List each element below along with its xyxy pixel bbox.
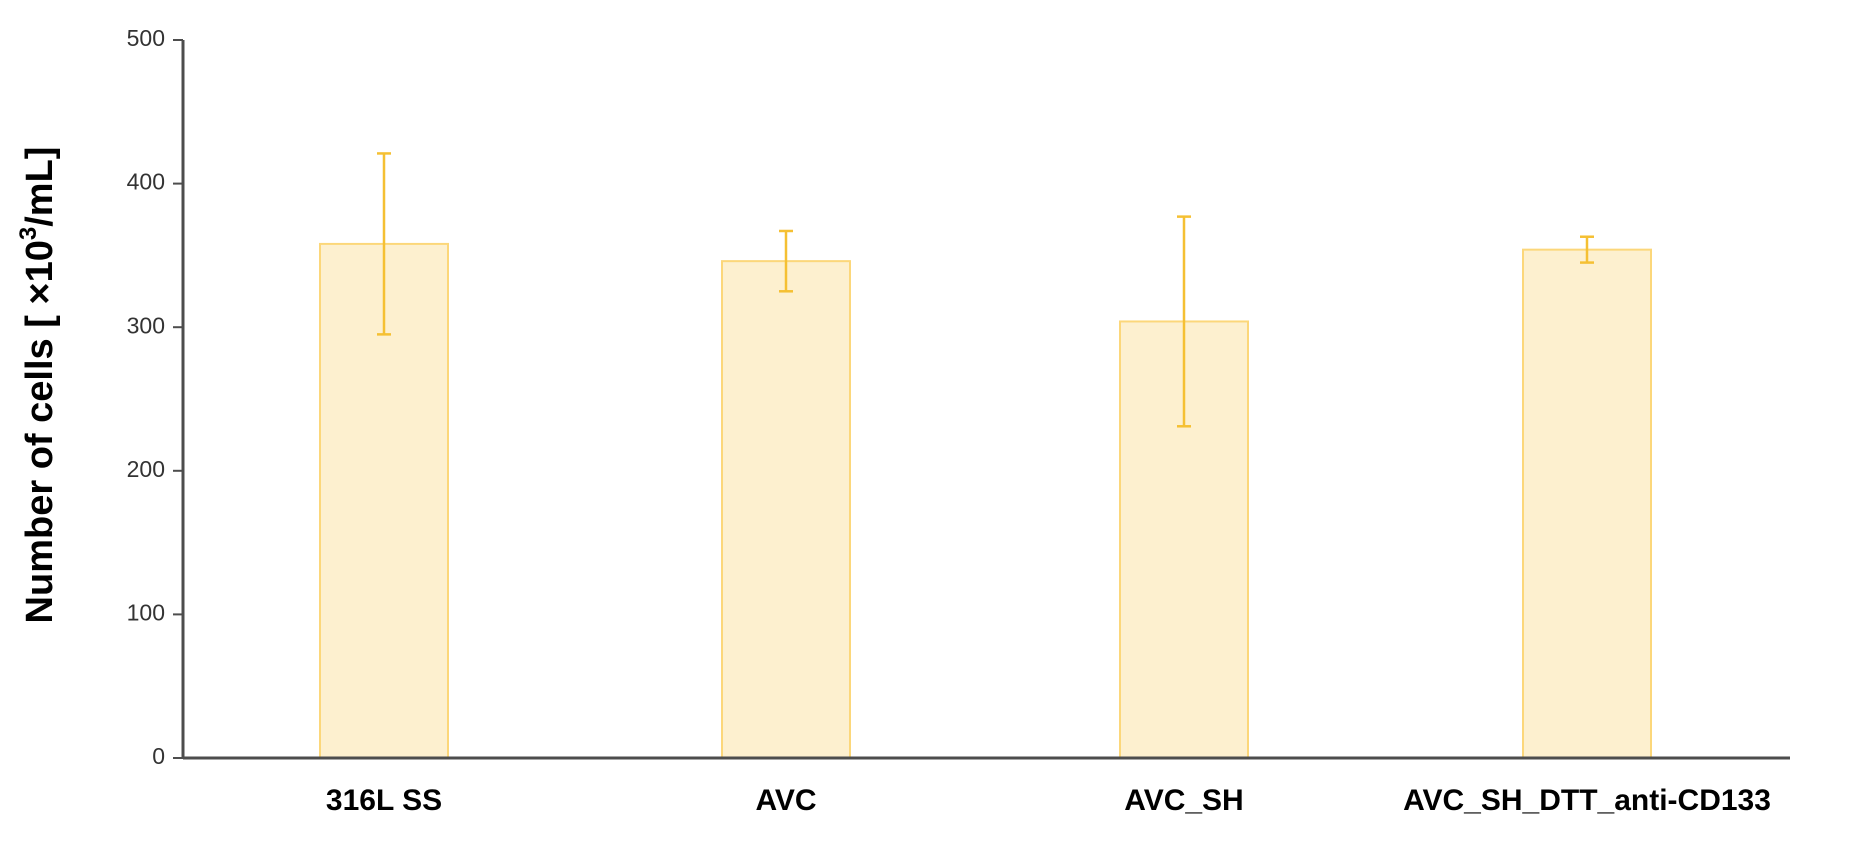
y-axis-title: Number of cells [ ×103/mL] xyxy=(15,147,61,624)
bar xyxy=(721,260,851,759)
error-bars-group xyxy=(377,152,1594,428)
y-tick-label: 300 xyxy=(127,312,165,338)
bars-group xyxy=(319,242,1652,760)
y-tick-label: 100 xyxy=(127,599,165,625)
x-tick-label: AVC_SH_DTT_anti-CD133 xyxy=(1403,784,1771,817)
y-tick-label: 500 xyxy=(127,25,165,51)
bar xyxy=(1522,248,1652,759)
y-tick-label: 400 xyxy=(127,169,165,195)
y-axis-title-main: Number of cells [ ×10 xyxy=(19,240,61,623)
y-ticks-group: 0 100 200 300 400 500 xyxy=(127,25,183,769)
x-tick-label: AVC_SH xyxy=(1124,784,1243,817)
y-axis-title-superscript: 3 xyxy=(15,227,42,240)
y-tick-label: 0 xyxy=(152,743,165,769)
y-axis-title-end: /mL] xyxy=(19,147,61,227)
x-tick-label: AVC xyxy=(755,784,816,817)
y-tick-label: 200 xyxy=(127,456,165,482)
x-tick-label: 316L SS xyxy=(326,784,442,817)
x-tick-labels-group: 316L SS AVC AVC_SH AVC_SH_DTT_anti-CD133 xyxy=(326,784,1771,817)
